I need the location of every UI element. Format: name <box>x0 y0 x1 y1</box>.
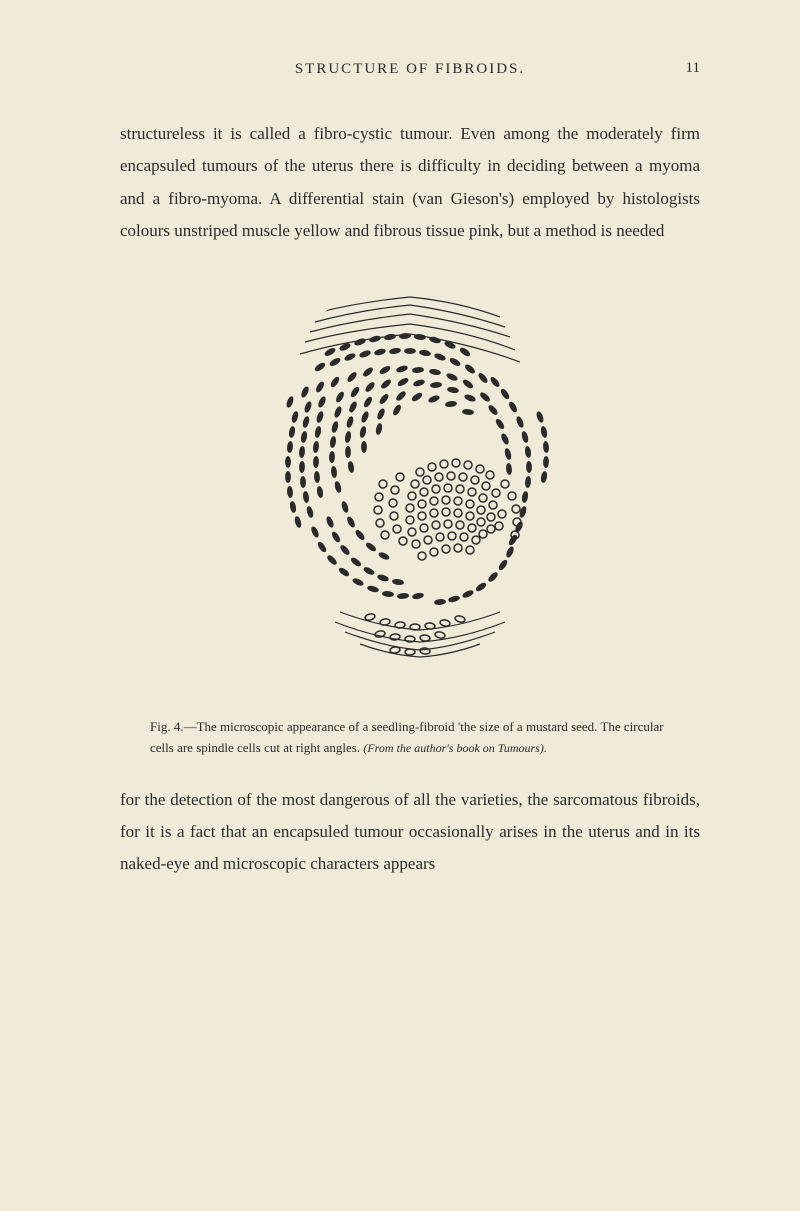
page-number: 11 <box>686 60 700 77</box>
figure-container <box>120 272 700 697</box>
body-paragraph-1: structureless it is called a fibro-cysti… <box>120 118 700 247</box>
running-title: STRUCTURE OF FIBROIDS. <box>295 61 525 78</box>
page-header: STRUCTURE OF FIBROIDS. 11 <box>120 60 700 78</box>
fibroid-illustration <box>220 272 600 692</box>
body-paragraph-2: for the detection of the most dangerous … <box>120 784 700 881</box>
figure-caption: Fig. 4.—The microscopic appearance of a … <box>150 717 670 759</box>
caption-reference: (From the author's book on Tumours). <box>363 741 546 755</box>
